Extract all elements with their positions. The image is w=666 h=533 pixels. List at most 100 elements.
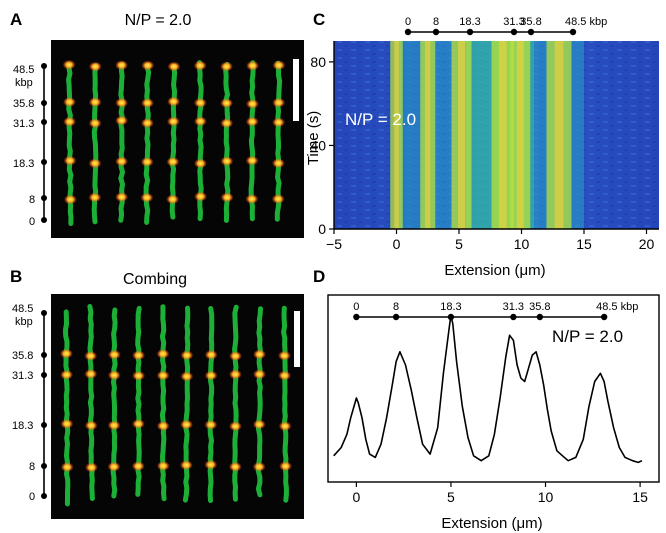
dna-molecule: [281, 305, 289, 503]
marker-spot: [167, 96, 181, 107]
marker-spot: [115, 60, 129, 71]
marker-spot: [88, 61, 102, 72]
marker-spot: [246, 60, 260, 71]
panel-d-xlabel: Extension (μm): [441, 515, 542, 532]
marker-spot: [278, 421, 292, 432]
panel-d-marker-bar: 0 8 18.3 31.3 35.8 48.5 kbp: [353, 301, 638, 321]
kymo-band-core: [458, 41, 465, 229]
marker-spot: [140, 192, 154, 203]
marker-spot: [179, 460, 193, 471]
panel-a-title: N/P = 2.0: [125, 12, 192, 29]
marker-spot: [63, 155, 77, 166]
panel-a-scale: 48.5 kbp 35.8 31.3 18.3 8 0: [13, 63, 47, 228]
dna-molecule: [62, 309, 71, 507]
marker-spot: [252, 419, 266, 430]
marker-dot: [527, 28, 535, 36]
marker-spot: [279, 461, 292, 472]
marker-spot: [63, 116, 77, 127]
marker-label: 8: [393, 301, 399, 313]
marker-spot: [271, 193, 285, 204]
panel-a-letter: A: [10, 10, 22, 29]
scale-label-unit: kbp: [15, 316, 33, 328]
marker-spot: [156, 420, 170, 431]
marker-label: 31.3: [503, 301, 524, 313]
marker-spot: [272, 60, 286, 71]
marker-label: 35.8: [529, 301, 550, 313]
panel-d-letter: D: [313, 267, 325, 286]
marker-spot: [84, 420, 98, 431]
marker-spot: [194, 191, 208, 202]
panel-a-molecules: [62, 59, 286, 226]
panel-c-marker-bar: 0 8 18.3 31.335.8 48.5 kbp: [404, 16, 607, 36]
dna-molecule: [169, 64, 178, 220]
c-x-tick-label: 10: [514, 236, 530, 252]
marker-spot: [228, 461, 242, 472]
marker-label: 0: [353, 301, 359, 313]
panel-a: A N/P = 2.0 48.5 kbp 35.8 31.3 18.3 8 0: [10, 10, 304, 238]
marker-spot: [180, 350, 194, 361]
marker-dot: [510, 313, 517, 321]
marker-spot: [156, 348, 170, 359]
marker-label: 18.3: [459, 16, 480, 28]
panel-b-scale-bar: [294, 311, 300, 367]
marker-label: 8: [433, 16, 439, 28]
marker-dot: [353, 313, 360, 321]
marker-spot: [115, 115, 129, 126]
marker-spot: [180, 371, 194, 382]
scale-label-31-3: 31.3: [13, 118, 34, 130]
marker-spot: [204, 459, 218, 470]
panel-c-kymograph: [334, 41, 659, 229]
scale-label-48-5: 48.5: [13, 64, 34, 76]
marker-spot: [132, 370, 146, 381]
marker-spot: [194, 158, 207, 169]
marker-spot: [166, 194, 180, 205]
c-x-tick-label: 5: [455, 236, 463, 252]
scale-label-0: 0: [29, 216, 35, 228]
marker-spot: [60, 369, 74, 380]
marker-spot: [245, 155, 259, 166]
marker-spot: [245, 116, 259, 127]
marker-spot: [193, 116, 207, 127]
marker-dot: [600, 313, 608, 321]
marker-spot: [131, 461, 145, 472]
panel-b-molecules: [59, 304, 292, 507]
marker-spot: [107, 461, 121, 472]
c-y-tick-label: 40: [310, 137, 326, 153]
panel-d: D 0 8 18.3 31.3 35.8 48.5 kbp N/P = 2.0 0 5 10 1…: [313, 267, 660, 532]
panel-d-overlay: N/P = 2.0: [552, 327, 623, 346]
panel-c: C 0 8 18.3 31.335.8 48.5 kbp N/P = 2.0 −5 0 5 1…: [305, 10, 659, 279]
panel-b-scale: 48.5 kbp 35.8 31.3 18.3 8 0: [12, 303, 47, 503]
marker-spot: [277, 350, 291, 361]
marker-spot: [84, 368, 98, 379]
marker-spot: [166, 156, 180, 167]
c-x-tick-label: 15: [576, 236, 592, 252]
c-y-tick-label: 80: [310, 54, 326, 70]
marker-spot: [107, 420, 121, 431]
kymo-band-core: [554, 41, 564, 229]
panel-c-xlabel: Extension (μm): [444, 262, 545, 279]
marker-spot: [228, 369, 242, 380]
c-x-tick-label: 20: [639, 236, 655, 252]
d-x-tick-label: 15: [632, 489, 648, 505]
marker-label: 48.5 kbp: [596, 301, 638, 313]
marker-spot: [204, 419, 218, 430]
marker-spot: [115, 156, 129, 167]
marker-spot: [271, 158, 285, 169]
marker-spot: [140, 118, 154, 129]
marker-spot: [140, 156, 154, 167]
marker-spot: [180, 419, 193, 430]
panel-d-plot: 0 5 10 15: [333, 314, 648, 505]
marker-spot: [272, 117, 286, 128]
scale-label-18-3: 18.3: [12, 420, 33, 432]
marker-spot: [245, 98, 259, 109]
dna-molecule: [207, 306, 215, 503]
kymo-band-core: [516, 41, 524, 229]
scale-label-unit: kbp: [15, 77, 33, 89]
panel-c-overlay: N/P = 2.0: [345, 110, 416, 129]
marker-spot: [63, 194, 77, 205]
marker-dot: [404, 28, 412, 36]
marker-spot: [220, 192, 234, 203]
panel-b-title: Combing: [123, 271, 187, 288]
marker-label: 35.8: [520, 16, 541, 28]
marker-spot: [107, 349, 121, 360]
